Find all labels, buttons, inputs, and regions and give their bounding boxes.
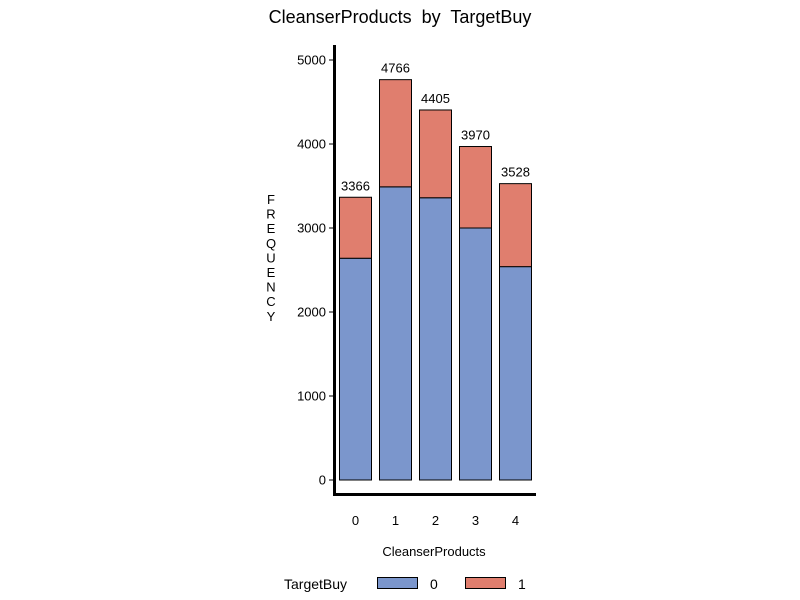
bar-segment-series-0 (499, 266, 532, 481)
y-tick-label: 5000 (297, 53, 326, 68)
bar-totals: 3366 4766 4405 3970 3528 (341, 61, 530, 194)
y-axis-label-letter: N (266, 280, 275, 295)
x-tick-label: 1 (392, 513, 399, 528)
x-tick-label: 2 (432, 513, 439, 528)
legend-label-0: 0 (430, 576, 438, 592)
y-axis-ticks: 0 1000 2000 3000 4000 5000 (297, 53, 334, 488)
chart-title: CleanserProducts by TargetBuy (269, 7, 532, 27)
y-axis-label-letter: Q (266, 236, 276, 251)
y-tick-label: 1000 (297, 389, 326, 404)
bar-segment-series-1 (499, 183, 532, 268)
y-tick-label: 2000 (297, 305, 326, 320)
legend-swatch-0 (377, 577, 418, 589)
bar-segment-series-1 (379, 79, 412, 188)
bar-total-label: 4405 (421, 91, 450, 106)
bar-segment-series-1 (459, 146, 492, 229)
bar-total-label: 3528 (501, 165, 530, 180)
bars (339, 79, 532, 481)
y-tick-label: 0 (319, 473, 326, 488)
bar-segment-series-0 (419, 197, 452, 481)
x-tick-label: 3 (472, 513, 479, 528)
y-axis-label-letter: R (266, 207, 275, 222)
bar-segment-series-0 (339, 257, 372, 481)
y-axis-label-letter: Y (267, 309, 276, 324)
bar-segment-series-1 (419, 109, 452, 199)
bar-total-label: 4766 (381, 61, 410, 76)
legend-title: TargetBuy (284, 576, 347, 592)
y-tick-label: 4000 (297, 137, 326, 152)
bar-segment-series-0 (459, 227, 492, 481)
y-tick-label: 3000 (297, 221, 326, 236)
x-tick-label: 4 (512, 513, 519, 528)
y-axis-label-letter: E (267, 265, 276, 280)
legend-label-1: 1 (518, 576, 526, 592)
legend: TargetBuy 0 1 (284, 576, 526, 592)
bar-segment-series-1 (339, 196, 372, 259)
x-axis-ticks: 0 1 2 3 4 (352, 513, 519, 528)
legend-swatch-1 (465, 577, 506, 589)
y-axis-label-letter: C (266, 294, 275, 309)
bar-total-label: 3366 (341, 178, 370, 193)
y-axis-label-letter: E (267, 221, 276, 236)
y-axis-label-letter: F (267, 192, 275, 207)
x-tick-label: 0 (352, 513, 359, 528)
y-axis-label-letter: U (266, 250, 275, 265)
x-axis-label: CleanserProducts (382, 544, 486, 559)
bar-total-label: 3970 (461, 128, 490, 143)
bar-segment-series-0 (379, 186, 412, 481)
